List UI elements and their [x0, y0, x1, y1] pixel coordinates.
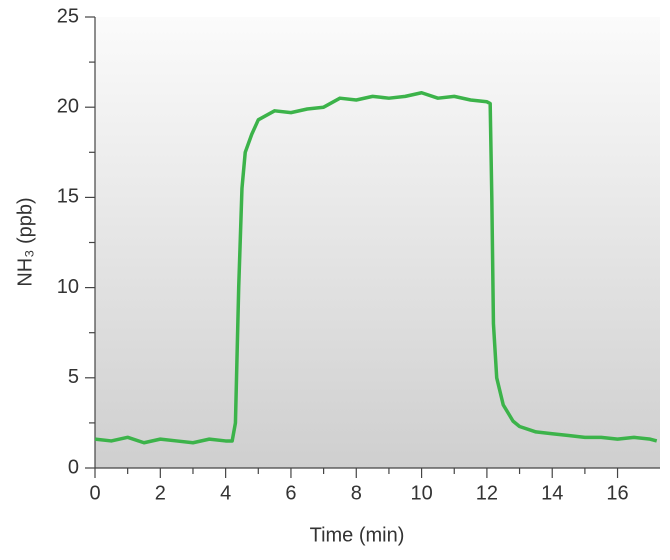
x-tick-label: 4: [220, 482, 231, 504]
x-tick-label: 6: [285, 482, 296, 504]
x-axis-title: Time (min): [310, 524, 405, 546]
y-tick-label: 25: [57, 5, 79, 27]
x-tick-label: 10: [410, 482, 432, 504]
x-tick-label: 12: [476, 482, 498, 504]
x-tick-label: 14: [541, 482, 563, 504]
x-tick-label: 0: [89, 482, 100, 504]
y-tick-label: 0: [68, 456, 79, 478]
y-tick-label: 15: [57, 186, 79, 208]
x-tick-label: 2: [155, 482, 166, 504]
y-tick-label: 20: [57, 95, 79, 117]
plot-area: [95, 17, 660, 468]
y-tick-label: 10: [57, 276, 79, 298]
x-tick-label: 16: [606, 482, 628, 504]
x-tick-label: 8: [351, 482, 362, 504]
y-axis-title: NH₃ (ppb): [14, 197, 36, 286]
data-line: [94, 91, 658, 445]
y-tick-label: 5: [68, 366, 79, 388]
